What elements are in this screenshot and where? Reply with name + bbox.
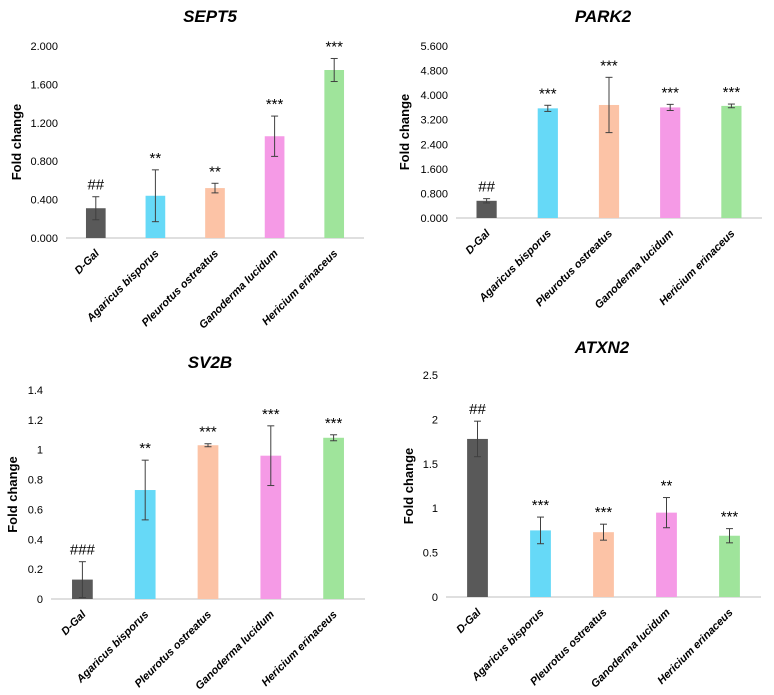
significance-label-4: *** <box>325 415 343 432</box>
y-tick-label: 1 <box>432 503 438 515</box>
bar-2 <box>205 188 225 238</box>
significance-label-1: ** <box>139 440 151 457</box>
significance-label-3: *** <box>661 84 679 101</box>
category-label-0: D-Gal <box>73 247 103 277</box>
chart-title: SV2B <box>188 353 232 372</box>
bar-2 <box>593 532 614 597</box>
significance-label-3: *** <box>266 96 284 113</box>
bar-3 <box>656 512 677 597</box>
y-tick-label: 0.000 <box>30 233 58 245</box>
bar-2 <box>598 104 620 218</box>
significance-label-2: *** <box>600 57 618 74</box>
y-tick-label: 4.800 <box>420 66 448 78</box>
bar-1 <box>134 490 156 599</box>
significance-label-1: *** <box>532 497 550 514</box>
bar-4 <box>324 70 345 238</box>
y-axis-label: Fold change <box>401 448 416 525</box>
y-tick-label: 1 <box>37 445 43 457</box>
category-label-0: D-Gal <box>59 608 89 638</box>
significance-label-4: *** <box>721 509 739 526</box>
bar-3 <box>264 136 285 238</box>
y-tick-label: 0.000 <box>420 213 448 225</box>
significance-label-1: *** <box>539 85 557 102</box>
bar-1 <box>530 530 551 597</box>
y-tick-label: 4.000 <box>420 90 448 102</box>
y-tick-label: 1.600 <box>420 164 448 176</box>
bar-4 <box>323 437 344 599</box>
y-tick-label: 5.600 <box>420 41 448 53</box>
y-tick-label: 0.2 <box>28 564 43 576</box>
y-tick-label: 0.6 <box>28 504 43 516</box>
significance-label-0: ### <box>70 542 96 559</box>
significance-label-1: ** <box>150 150 162 167</box>
bar-4 <box>719 535 740 597</box>
category-label-0: D-Gal <box>463 227 493 257</box>
y-tick-label: 1.4 <box>28 385 43 397</box>
significance-label-4: *** <box>723 84 741 101</box>
y-tick-label: 3.200 <box>420 115 448 127</box>
y-axis-label: Fold change <box>5 456 20 533</box>
bar-4 <box>721 105 742 218</box>
bar-3 <box>260 455 282 599</box>
y-tick-label: 0 <box>37 594 43 606</box>
significance-label-2: *** <box>595 504 613 521</box>
y-tick-label: 0.4 <box>28 534 43 546</box>
chart-panel-park2: PARK2 Fold change 0.000 0.800 1.600 2.400 3.20… <box>397 7 762 311</box>
bar-0 <box>476 200 497 218</box>
bar-0 <box>467 438 488 597</box>
y-tick-label: 1.5 <box>423 459 438 471</box>
y-tick-label: 1.2 <box>28 415 43 427</box>
bar-3 <box>660 107 681 218</box>
significance-label-2: *** <box>199 424 217 441</box>
significance-label-2: ** <box>209 163 221 180</box>
y-tick-label: 0.5 <box>423 548 438 560</box>
y-tick-label: 2.400 <box>420 139 448 151</box>
y-tick-label: 0.400 <box>30 195 58 207</box>
significance-label-0: ## <box>87 177 104 194</box>
category-label-0: D-Gal <box>454 606 484 636</box>
y-axis-label: Fold change <box>9 104 24 181</box>
significance-label-0: ## <box>469 401 486 418</box>
y-tick-label: 2 <box>432 414 438 426</box>
y-axis-label: Fold change <box>397 94 412 171</box>
y-tick-label: 0.8 <box>28 475 43 487</box>
chart-panel-sv2b: SV2B Fold change 0 0.2 0.4 0.6 0.8 1 1.2 1.4 ### D-… <box>5 353 365 692</box>
bar-1 <box>537 108 558 218</box>
y-tick-label: 2.5 <box>423 370 438 382</box>
y-tick-label: 0.800 <box>420 188 448 200</box>
y-tick-label: 0 <box>432 592 438 604</box>
chart-title: ATXN2 <box>574 338 630 357</box>
chart-title: SEPT5 <box>183 7 237 26</box>
y-tick-label: 2.000 <box>30 41 58 53</box>
bar-2 <box>197 445 219 599</box>
y-tick-label: 1.600 <box>30 79 58 91</box>
significance-label-0: ## <box>478 179 495 196</box>
bar-0 <box>85 208 106 238</box>
chart-title: PARK2 <box>575 7 632 26</box>
chart-panel-sept5: SEPT5 Fold change 0.000 0.400 0.800 1.200 1.60… <box>9 7 364 331</box>
y-tick-label: 1.200 <box>30 118 58 130</box>
y-tick-label: 0.800 <box>30 156 58 168</box>
significance-label-3: *** <box>262 406 280 423</box>
significance-label-3: ** <box>661 478 673 495</box>
significance-label-4: *** <box>325 38 343 55</box>
